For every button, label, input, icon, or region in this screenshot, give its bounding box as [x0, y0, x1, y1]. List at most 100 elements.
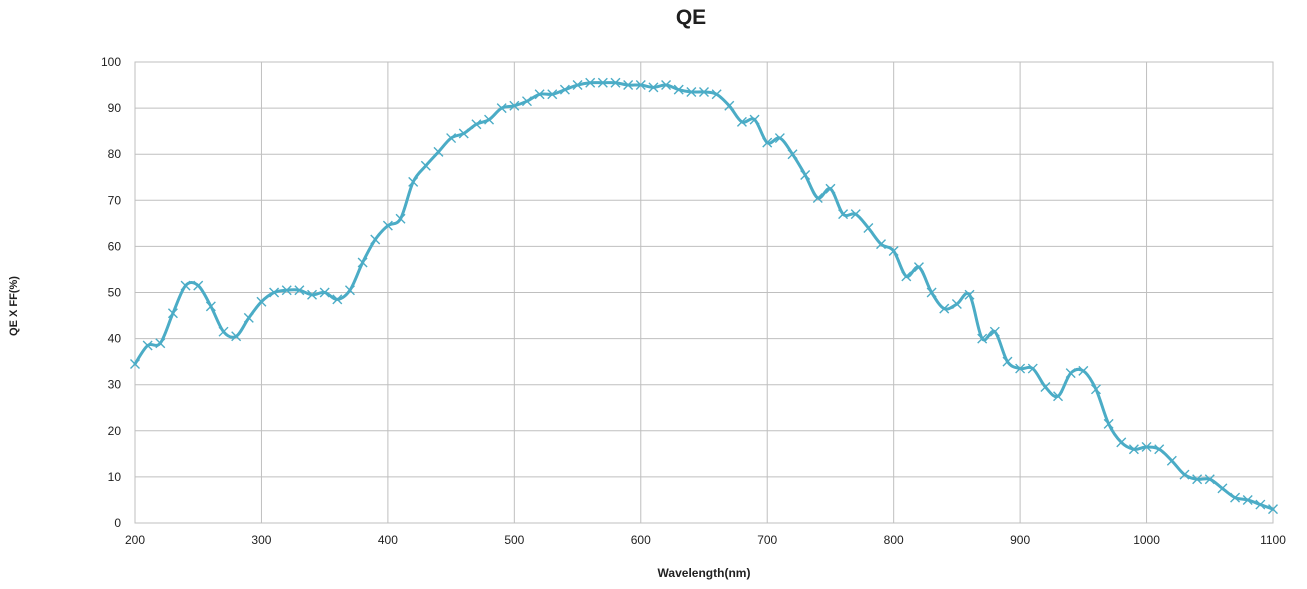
data-point	[661, 80, 672, 91]
x-tick-label: 1100	[1260, 533, 1286, 547]
x-marker	[408, 176, 419, 187]
x-marker	[635, 80, 646, 91]
y-tick-label: 100	[101, 55, 121, 69]
x-marker	[888, 246, 899, 257]
x-marker	[939, 303, 950, 314]
data-point	[762, 137, 773, 148]
data-point	[926, 287, 937, 298]
data-point	[585, 77, 596, 88]
data-point	[521, 96, 532, 107]
data-point	[888, 246, 899, 257]
x-marker	[1027, 363, 1038, 374]
data-point	[1141, 441, 1152, 452]
x-marker	[458, 128, 469, 139]
x-marker	[787, 149, 798, 160]
data-point	[1015, 363, 1026, 374]
x-marker	[838, 209, 849, 220]
x-marker	[307, 289, 318, 300]
data-point	[1078, 365, 1089, 376]
x-marker	[661, 80, 672, 91]
x-marker	[989, 326, 1000, 337]
x-tick-label: 700	[757, 533, 777, 547]
x-marker	[509, 100, 520, 111]
x-marker	[749, 114, 760, 125]
data-point	[711, 89, 722, 100]
data-point	[408, 176, 419, 187]
x-marker	[736, 116, 747, 127]
x-marker	[521, 96, 532, 107]
x-marker	[1002, 356, 1013, 367]
x-marker	[800, 169, 811, 180]
x-marker	[269, 287, 280, 298]
data-point	[231, 331, 242, 342]
data-point	[1027, 363, 1038, 374]
plot-border	[134, 61, 1274, 524]
y-axis-label: QE X FF(%)	[8, 276, 20, 336]
x-marker	[585, 77, 596, 88]
x-marker	[1065, 368, 1076, 379]
data-point	[787, 149, 798, 160]
x-marker	[1090, 384, 1101, 395]
data-point	[673, 84, 684, 95]
x-marker	[623, 80, 634, 91]
data-point	[155, 338, 166, 349]
data-point	[699, 86, 709, 97]
data-point	[623, 80, 634, 91]
data-point	[572, 80, 583, 91]
x-tick-label: 900	[1010, 533, 1030, 547]
x-marker	[1078, 365, 1089, 376]
data-point	[951, 299, 962, 310]
data-point	[1090, 384, 1101, 395]
x-tick-label: 500	[504, 533, 524, 547]
x-marker	[876, 239, 887, 250]
data-point	[243, 312, 254, 323]
x-marker	[964, 289, 975, 300]
x-marker	[496, 103, 507, 114]
x-marker	[142, 340, 153, 351]
x-marker	[913, 262, 924, 273]
data-point	[167, 308, 178, 319]
x-marker	[610, 77, 621, 88]
data-point	[458, 128, 469, 139]
data-point	[496, 103, 507, 114]
x-marker	[774, 133, 785, 144]
x-marker	[951, 299, 962, 310]
data-point	[1040, 382, 1051, 392]
data-point	[357, 257, 368, 268]
data-point	[130, 358, 140, 369]
data-point	[294, 285, 305, 296]
data-point	[812, 193, 823, 203]
x-marker	[281, 285, 292, 296]
data-point	[1166, 455, 1177, 466]
data-point	[736, 116, 747, 127]
data-point	[193, 280, 204, 291]
x-marker	[825, 183, 836, 194]
y-tick-label: 40	[108, 332, 122, 346]
x-marker	[977, 333, 988, 344]
data-point	[724, 100, 735, 111]
data-point	[534, 89, 545, 100]
data-point	[1179, 469, 1190, 480]
x-marker	[572, 80, 583, 91]
y-tick-label: 50	[108, 286, 122, 300]
data-point	[825, 183, 836, 194]
x-marker	[344, 285, 355, 296]
x-marker	[711, 89, 722, 100]
x-marker	[420, 160, 431, 171]
x-marker	[130, 358, 140, 369]
data-point	[205, 301, 216, 312]
x-marker	[1192, 474, 1203, 485]
x-marker	[559, 84, 570, 95]
x-marker	[332, 294, 343, 305]
data-point	[1103, 418, 1114, 429]
data-point	[964, 289, 975, 300]
x-tick-label: 400	[378, 533, 398, 547]
x-marker	[1128, 444, 1139, 455]
x-marker	[597, 77, 608, 88]
x-marker	[167, 308, 178, 319]
y-tick-label: 20	[108, 424, 122, 438]
x-marker	[370, 234, 381, 245]
data-point	[319, 287, 330, 298]
data-point	[395, 213, 406, 224]
